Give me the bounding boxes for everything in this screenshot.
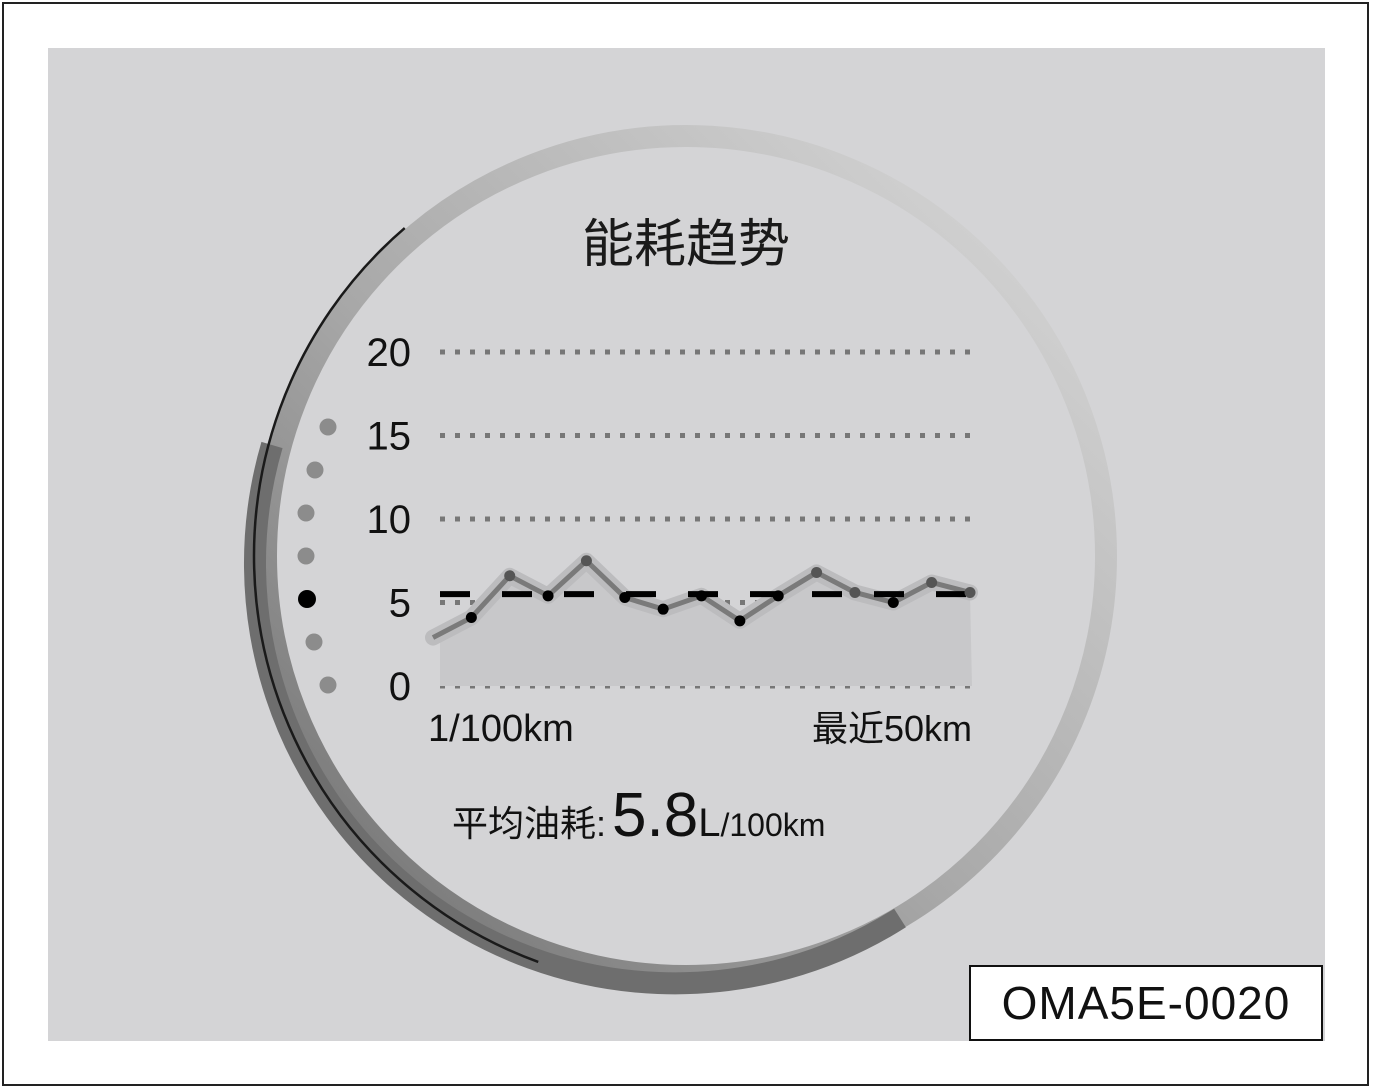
data-point — [772, 590, 784, 602]
gauge-ring-active-arc — [243, 441, 906, 995]
scale-dot — [306, 461, 324, 479]
scale-dot — [319, 676, 337, 694]
scale-dots — [297, 418, 337, 694]
y-tick-label: 0 — [389, 665, 411, 709]
data-point — [542, 590, 554, 602]
scale-dot — [297, 504, 315, 522]
y-axis-unit-label: 1/100km — [428, 708, 574, 750]
scale-dot — [319, 418, 337, 436]
y-tick-label: 15 — [367, 415, 412, 459]
data-point — [619, 591, 631, 603]
figure-code-label: OMA5E-0020 — [969, 965, 1323, 1041]
x-axis-label: 最近50km — [812, 708, 972, 749]
scale-dot — [305, 633, 323, 651]
data-point — [964, 586, 976, 598]
data-point — [734, 615, 746, 627]
data-point — [465, 612, 477, 624]
chart-title: 能耗趋势 — [582, 216, 790, 274]
y-tick-label: 10 — [367, 498, 412, 542]
average-label: 平均油耗:5.8L/100km — [452, 781, 825, 850]
data-point — [811, 566, 823, 578]
gauge-ring-edge — [252, 122, 1120, 990]
average-value: 5.8 — [612, 781, 698, 850]
data-point — [849, 586, 861, 598]
data-point — [926, 576, 938, 588]
data-point — [504, 570, 516, 582]
data-point — [696, 590, 707, 602]
scale-dot — [297, 547, 315, 565]
scale-dot — [298, 590, 316, 608]
data-point — [887, 597, 899, 608]
y-tick-label: 20 — [367, 331, 412, 375]
data-point — [580, 555, 592, 567]
y-tick-label: 5 — [389, 582, 411, 626]
data-point — [657, 603, 669, 615]
